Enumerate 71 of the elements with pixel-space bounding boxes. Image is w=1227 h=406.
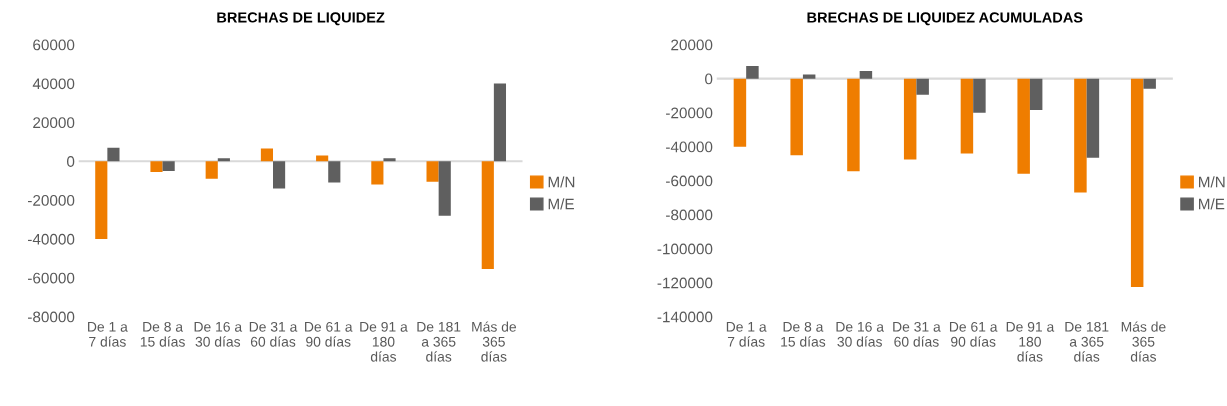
- bar: [217, 158, 230, 162]
- legend-label: M/E: [548, 198, 574, 210]
- bar: [205, 161, 218, 179]
- y-tick-label: -20000: [666, 107, 713, 119]
- y-tick-label: -100000: [657, 243, 713, 255]
- bar: [903, 78, 917, 160]
- y-tick-label: -140000: [657, 311, 713, 323]
- y-tick-label: -60000: [666, 175, 713, 187]
- x-tick-label: De 8 a 15 días: [140, 321, 185, 347]
- x-tick-label: De 181 a 365 días: [1065, 321, 1109, 362]
- y-tick-label: 0: [66, 156, 75, 167]
- x-tick-label: Más de 365 días: [1121, 321, 1166, 362]
- bar: [790, 78, 803, 156]
- legend-label: M/N: [548, 176, 575, 188]
- bar: [426, 161, 439, 182]
- y-tick-label: -80000: [666, 209, 713, 221]
- x-tick-label: De 1 a 7 días: [726, 322, 767, 347]
- bar: [383, 158, 396, 162]
- x-tick-label: De 1 a 7 días: [88, 322, 128, 347]
- x-tick-label: De 16 a 30 días: [194, 321, 243, 347]
- bar: [328, 161, 341, 183]
- bar: [847, 78, 860, 172]
- y-tick-label: 20000: [671, 39, 713, 51]
- bar: [316, 155, 329, 162]
- bar: [150, 161, 163, 172]
- y-tick-label: 0: [705, 73, 713, 85]
- x-tick-label: De 8 a 15 días: [781, 321, 826, 347]
- bar: [916, 78, 929, 95]
- x-tick-label: De 61 a 90 días: [949, 321, 998, 347]
- bar: [1130, 78, 1144, 287]
- y-tick-label: -40000: [666, 141, 713, 153]
- y-tick-label: -20000: [28, 194, 75, 206]
- y-tick-label: -60000: [28, 272, 75, 284]
- bar: [371, 161, 384, 185]
- y-tick-label: -120000: [657, 277, 713, 289]
- x-tick-label: De 31 a 60 días: [249, 321, 298, 347]
- bar: [273, 161, 286, 189]
- y-tick-label: -40000: [28, 233, 75, 245]
- bar: [95, 161, 108, 239]
- bar: [960, 78, 974, 154]
- x-tick-label: Más de 365 días: [472, 321, 517, 362]
- x-tick-label: De 181 a 365 días: [417, 321, 461, 362]
- legend-label: M/E: [1199, 198, 1225, 210]
- bar: [1086, 78, 1100, 158]
- bar: [802, 74, 816, 79]
- y-tick-label: 60000: [33, 39, 75, 51]
- x-tick-label: De 16 a 30 días: [836, 321, 884, 347]
- bar: [162, 161, 175, 171]
- chart-title: BRECHAS DE LIQUIDEZ ACUMULADAS: [807, 12, 1083, 26]
- bar: [746, 65, 759, 79]
- bar: [481, 161, 494, 270]
- bar: [260, 148, 274, 162]
- y-tick-label: 20000: [33, 117, 75, 129]
- bar: [733, 78, 747, 147]
- bar: [1074, 78, 1087, 193]
- bar: [1029, 78, 1043, 111]
- bar: [493, 83, 507, 162]
- y-tick-label: 40000: [32, 78, 75, 90]
- chart-title: BRECHAS DE LIQUIDEZ: [217, 12, 385, 26]
- x-tick-label: De 61 a 90 días: [305, 321, 353, 347]
- x-tick-label: De 91 a 180 días: [360, 321, 408, 362]
- y-tick-label: -80000: [28, 311, 75, 323]
- x-tick-label: De 91 a 180 días: [1006, 321, 1055, 362]
- bar: [1017, 78, 1030, 174]
- bar: [1143, 78, 1156, 89]
- legend-label: M/N: [1199, 176, 1225, 188]
- bar: [438, 161, 451, 216]
- bar: [973, 78, 986, 113]
- x-tick-label: De 31 a 60 días: [893, 321, 941, 347]
- bar: [107, 147, 120, 162]
- bar: [859, 71, 873, 79]
